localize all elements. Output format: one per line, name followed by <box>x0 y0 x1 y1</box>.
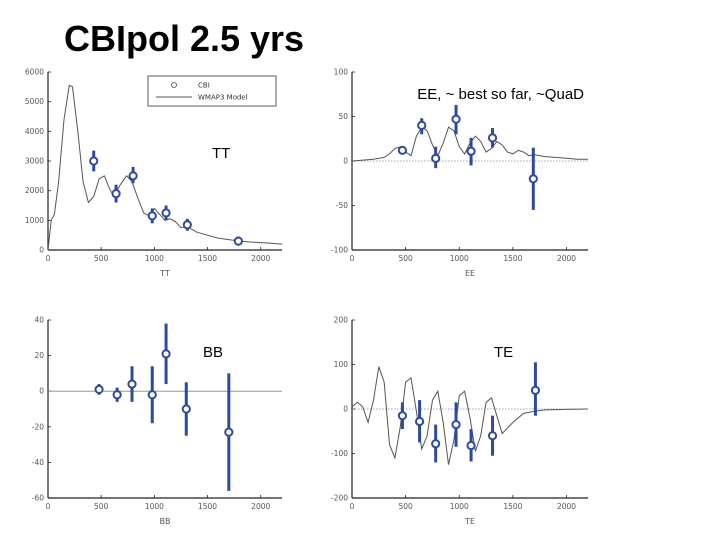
x-tick-label: 1500 <box>198 254 217 263</box>
chart-bb: 0 500 1000 1500 2000 -60 -40 -20 0 20 40 BB BB <box>32 316 282 526</box>
y-tick-label: 4000 <box>25 127 44 136</box>
y-tick-label: -50 <box>336 201 348 210</box>
data-point <box>431 439 441 449</box>
data-point <box>89 156 99 166</box>
x-axis-title: TT <box>159 269 170 278</box>
y-tick-label: 40 <box>34 316 44 325</box>
y-tick-label: 0 <box>343 405 348 414</box>
y-tick-label: -60 <box>32 494 44 503</box>
data-point <box>127 379 137 389</box>
x-tick-label: 2000 <box>557 502 576 511</box>
x-tick-label: 0 <box>350 254 355 263</box>
x-axis-title: BB <box>160 517 171 526</box>
chart-ee: 0 500 1000 1500 2000 -100 -50 0 50 100 EE EE, ~ bes… <box>331 68 588 278</box>
x-tick-label: 0 <box>46 254 51 263</box>
data-point <box>431 153 441 163</box>
x-tick-label: 1000 <box>450 502 469 511</box>
y-tick-label: 100 <box>334 68 349 77</box>
data-point <box>111 189 121 199</box>
y-tick-label: 5000 <box>25 97 44 106</box>
y-tick-label: -100 <box>331 246 348 255</box>
x-tick-label: 0 <box>350 502 355 511</box>
y-tick-label: -200 <box>331 494 348 503</box>
x-axis-title: TE <box>464 517 475 526</box>
data-point <box>161 349 171 359</box>
x-tick-label: 1000 <box>450 254 469 263</box>
y-tick-label: 3000 <box>25 157 44 166</box>
y-tick-label: 1000 <box>25 216 44 225</box>
y-tick-label: 0 <box>39 246 44 255</box>
data-point <box>451 114 461 124</box>
chart-tt: 0 500 1000 1500 2000 0 1000 2000 3000 4000 5000 600… <box>25 68 283 278</box>
data-point <box>161 208 171 218</box>
y-tick-label: 200 <box>334 316 349 325</box>
x-tick-label: 0 <box>46 502 51 511</box>
overlay-label-tt: TT <box>212 145 230 162</box>
legend-entry: WMAP3 Model <box>198 94 248 102</box>
x-tick-label: 1000 <box>145 502 164 511</box>
data-point <box>487 133 498 143</box>
data-point <box>181 404 191 414</box>
data-point <box>530 385 541 395</box>
y-tick-label: 2000 <box>25 186 44 195</box>
data-point <box>233 236 243 246</box>
x-tick-label: 1500 <box>198 502 217 511</box>
x-tick-label: 500 <box>398 254 413 263</box>
y-tick-label: 20 <box>34 351 44 360</box>
data-point <box>128 171 138 181</box>
data-point <box>147 390 157 400</box>
x-tick-label: 1000 <box>145 254 164 263</box>
y-tick-label: 50 <box>338 112 348 121</box>
data-point <box>487 431 498 441</box>
data-point <box>397 411 408 421</box>
x-tick-label: 2000 <box>251 254 270 263</box>
y-tick-label: 0 <box>39 387 44 396</box>
model-line <box>351 366 589 465</box>
data-point <box>147 211 157 221</box>
y-tick-label: 100 <box>334 360 349 369</box>
data-point <box>466 440 476 451</box>
overlay-label-ee: EE, ~ best so far, ~QuaD <box>417 86 584 103</box>
y-tick-label: -40 <box>32 458 44 467</box>
legend-marker-cbi <box>171 82 177 88</box>
y-tick-label: 0 <box>343 157 348 166</box>
slide-title: CBIpol 2.5 yrs <box>64 18 305 59</box>
chart-te: 0 500 1000 1500 2000 -200 -100 0 100 200 TE TE <box>331 316 589 526</box>
data-point <box>451 419 461 430</box>
data-point <box>417 120 427 131</box>
data-point <box>466 146 476 156</box>
data-point <box>112 390 122 400</box>
data-point <box>528 174 538 184</box>
overlay-label-bb: BB <box>203 344 223 361</box>
model-line <box>47 84 283 251</box>
y-tick-label: 6000 <box>25 68 44 77</box>
legend-box <box>147 75 277 107</box>
x-tick-label: 2000 <box>557 254 576 263</box>
data-point <box>224 427 234 437</box>
legend-entry: CBI <box>198 82 210 90</box>
y-tick-label: -20 <box>32 422 44 431</box>
data-point <box>94 384 104 395</box>
x-tick-label: 500 <box>94 502 109 511</box>
x-tick-label: 1500 <box>503 502 522 511</box>
x-axis-title: EE <box>465 269 475 278</box>
data-point <box>397 145 408 155</box>
overlay-label-te: TE <box>494 344 513 361</box>
data-point <box>414 416 425 427</box>
data-point <box>182 220 192 230</box>
x-tick-label: 1500 <box>503 254 522 263</box>
x-tick-label: 500 <box>94 254 109 263</box>
x-tick-label: 2000 <box>251 502 270 511</box>
x-tick-label: 500 <box>398 502 413 511</box>
y-tick-label: -100 <box>331 449 348 458</box>
